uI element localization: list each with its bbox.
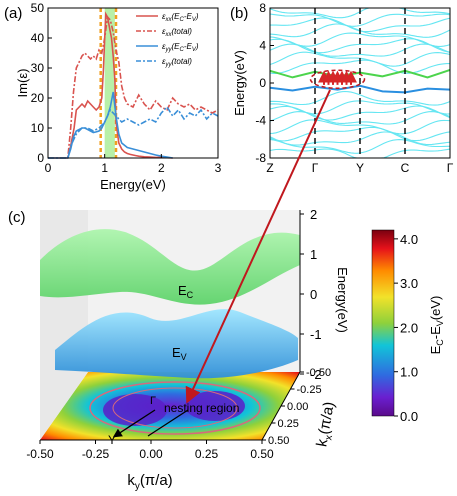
kx-tick-label-0: -0.50 (306, 367, 331, 379)
nesting-highlight-ellipse (309, 69, 366, 89)
colorbar-tick-label-0: 4.0 (400, 232, 418, 247)
floor-pocket-left (103, 394, 167, 426)
x-tick-label-2: 2 (158, 161, 165, 175)
series-line-3 (48, 105, 219, 159)
energy-tick-label-3: -1 (310, 327, 322, 342)
valence-band-edge (269, 84, 451, 94)
floor-contour-ring-inner (112, 387, 238, 429)
panel-b-label: (b) (230, 5, 248, 22)
panel-b-ylabel: Energy(eV) (232, 50, 247, 116)
panel-a-ylabel: Im(ε) (15, 69, 30, 98)
y-tick-label-1: 10 (31, 121, 45, 135)
colorbar (371, 229, 395, 417)
surface-ec-label: EC (178, 283, 194, 300)
surface-ev (55, 309, 298, 379)
surface-ev-label: EV (172, 345, 187, 362)
legend-entry-3: εyy(total) (162, 57, 192, 68)
series-line-0 (48, 11, 173, 159)
k-point-label-1: Γ (312, 161, 319, 175)
k-point-label-2: Y (356, 161, 364, 175)
kx-axis-label: kx(π/a) (313, 400, 341, 448)
energy-tick-label-0: 2 (310, 207, 317, 222)
ky-axis-label: ky(π/a) (127, 472, 172, 492)
band-line-16 (269, 13, 451, 27)
panel-a-label: (a) (4, 5, 22, 22)
ky-tick-label-2: 0.00 (139, 447, 163, 461)
panel-b-bands (269, 7, 451, 159)
kx-tick-label-1: -0.25 (297, 384, 322, 396)
panel-a-series (48, 11, 219, 159)
colorbar-tick-label-3: 1.0 (400, 365, 418, 380)
k-point-label-4: Γ (447, 161, 454, 175)
panel-a-frame (47, 7, 219, 159)
legend-entry-2: εyy(EC-EV) (162, 42, 199, 53)
colorbar-ticks: 4.0 3.0 2.0 1.0 0.0 (394, 232, 418, 424)
ky-tick-label-0: -0.50 (26, 447, 54, 461)
colorbar-tick-label-2: 2.0 (400, 320, 418, 335)
b-y-tick-label-4: 8 (259, 1, 266, 15)
energy-tick-label-4: -2 (310, 367, 322, 382)
ky-ticks: -0.50 -0.25 0.00 0.25 0.50 (26, 440, 274, 461)
panel-c-label: (c) (8, 209, 26, 226)
kx-tick-label-3: 0.25 (278, 418, 299, 430)
legend-entry-1: εxx(total) (162, 27, 192, 38)
colorbar-tick-label-4: 0.0 (400, 409, 418, 424)
x-tick-label-3: 3 (215, 161, 222, 175)
floor-contour-ring (89, 381, 261, 435)
series-line-2 (48, 91, 173, 159)
gamma-arrow (112, 409, 156, 438)
panel-b-band-structure: (b) -8 -4 0 4 8 Z Γ Y C Γ Energy(eV) (230, 1, 454, 175)
colorbar-tick-label-1: 3.0 (400, 276, 418, 291)
band-line-4 (269, 119, 451, 135)
y-tick-label-3: 30 (31, 61, 45, 75)
energy-ticks: 2 1 0 -1 -2 (300, 207, 322, 382)
b-y-tick-label-2: 0 (259, 76, 266, 90)
energy-tick-label-2: 0 (310, 287, 317, 302)
y-tick-label-0: 0 (37, 151, 44, 165)
kx-tick-label-2: 0.00 (287, 401, 308, 413)
y-tick-label-2: 20 (31, 91, 45, 105)
x-tick-label-0: 0 (45, 161, 52, 175)
colorbar-label: EC-EV(eV) (428, 296, 445, 355)
y-tick-label-4: 40 (31, 31, 45, 45)
nesting-pointer-arrow (185, 89, 331, 404)
gamma-arrow-2 (147, 409, 189, 437)
series-line-1 (48, 15, 219, 159)
band-line-12 (269, 38, 451, 54)
panel-a-legend: εxx(EC-EV) εxx(total) εyy(EC-EV) εyy(total) (136, 12, 199, 68)
ky-tick-label-3: 0.25 (195, 447, 219, 461)
ky-tick-label-1: -0.25 (82, 447, 110, 461)
y-tick-label-5: 50 (31, 1, 45, 15)
panel-a-highlight-band (99, 8, 118, 158)
highlight-band (104, 8, 115, 158)
x-tick-label-1: 1 (101, 161, 108, 175)
legend-entry-0: εxx(EC-EV) (162, 12, 199, 23)
kx-ticks: -0.50 -0.25 0.00 0.25 0.50 (262, 367, 331, 447)
gamma-arrow-label: Γ (150, 395, 156, 407)
b-y-tick-label-1: -4 (255, 114, 266, 128)
k-point-label-3: C (401, 161, 410, 175)
band-line-8 (269, 90, 451, 106)
surface-ec (40, 229, 300, 305)
panel-a-xlabel: Energy(eV) (100, 177, 166, 192)
energy-axis-label: Energy(eV) (335, 267, 350, 333)
nesting-region-annotation: nesting region (164, 401, 239, 415)
panel-c-3d-surface: (c) EC EV nesting region Y Γ -0.50 -0.25 0… (8, 89, 445, 492)
ky-tick-label-4: 0.50 (250, 447, 274, 461)
k-point-label-0: Z (266, 161, 273, 175)
energy-tick-label-1: 1 (310, 247, 317, 262)
kx-tick-label-4: 0.50 (268, 435, 289, 447)
b-y-tick-label-0: -8 (255, 151, 266, 165)
b-y-tick-label-3: 4 (259, 39, 266, 53)
panel-b-ticks: -8 -4 0 4 8 Z Γ Y C Γ (255, 1, 453, 175)
